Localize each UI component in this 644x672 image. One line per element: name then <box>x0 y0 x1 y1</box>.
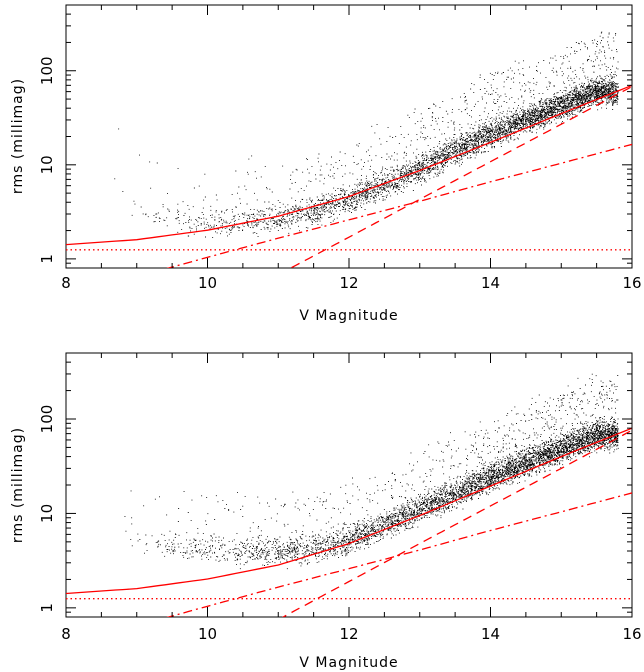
plot-frame <box>65 4 633 269</box>
y-tick-label: 100 <box>38 405 56 434</box>
x-axis-label: V Magnitude <box>299 308 398 324</box>
y-axis-label: rms (millimag) <box>10 78 26 194</box>
x-tick-label: 8 <box>61 625 71 643</box>
y-axis-label: rms (millimag) <box>10 427 26 543</box>
x-tick-label: 10 <box>198 625 217 643</box>
scatter-points <box>114 31 619 238</box>
x-tick-label: 12 <box>339 625 358 643</box>
x-tick-label: 12 <box>339 274 358 292</box>
x-tick-label: 10 <box>198 274 217 292</box>
x-tick-label: 16 <box>622 274 641 292</box>
plot-marks <box>66 31 632 268</box>
top-panel: V Magnitude rms (millimag) 8 10 12 14 16 1 10 1… <box>10 4 642 324</box>
x-tick-label: 14 <box>481 274 500 292</box>
plot-marks <box>66 373 632 617</box>
y-tick-label: 10 <box>38 504 56 523</box>
x-tick-label: 16 <box>622 625 641 643</box>
bottom-panel: V Magnitude rms (millimag) 8 10 12 14 16 1 10 1… <box>10 352 642 671</box>
model-curve-solid <box>66 427 632 595</box>
y-tick-label: 10 <box>38 155 56 174</box>
scatter-points <box>124 373 619 570</box>
y-tick-label: 1 <box>38 603 56 613</box>
x-tick-label: 8 <box>61 274 71 292</box>
x-tick-label: 14 <box>481 625 500 643</box>
model-curve-dashdot <box>166 143 632 268</box>
x-axis-label: V Magnitude <box>299 655 398 671</box>
y-tick-label: 100 <box>38 56 56 85</box>
model-curve-dashed <box>289 85 632 268</box>
y-tick-label: 1 <box>38 254 56 264</box>
model-curve-solid <box>66 84 632 246</box>
model-curve-dashed <box>281 429 632 617</box>
plot-frame <box>65 352 633 618</box>
model-curve-dashdot <box>166 492 632 617</box>
